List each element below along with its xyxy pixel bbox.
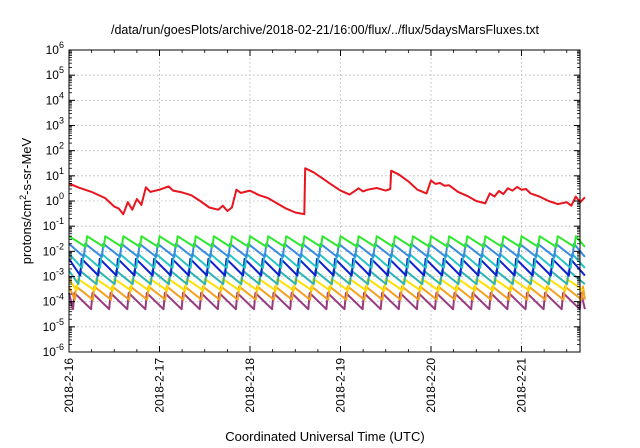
- y-tick-base: 10: [43, 320, 57, 334]
- y-tick-exponent: -5: [56, 317, 64, 327]
- x-tick-label: 2018-2-20: [424, 358, 438, 413]
- y-tick-base: 10: [46, 119, 60, 133]
- y-tick-label: 10-4: [43, 292, 64, 309]
- y-tick-base: 10: [46, 144, 60, 158]
- y-tick-label: 104: [46, 90, 64, 107]
- y-tick-base: 10: [46, 169, 60, 183]
- sawtooth-series-line: [68, 235, 586, 248]
- y-tick-label: 10-2: [43, 241, 64, 258]
- y-tick-base: 10: [46, 93, 60, 107]
- sawtooth-series-line: [68, 242, 586, 258]
- y-tick-exponent: -2: [56, 241, 64, 251]
- y-tick-exponent: -1: [56, 216, 64, 226]
- y-axis-title: protons/cm2-s-sr-MeV: [18, 137, 34, 264]
- x-tick-label: 2018-2-16: [62, 358, 76, 413]
- y-tick-base: 10: [46, 43, 60, 57]
- y-tick-labels: 10-610-510-410-310-210-11001011021031041…: [43, 40, 64, 359]
- data-series: [68, 167, 586, 311]
- grid-lines: [69, 50, 580, 352]
- y-tick-exponent: 6: [59, 40, 64, 50]
- y-tick-base: 10: [46, 194, 60, 208]
- sawtooth-series-line: [68, 269, 586, 286]
- y-tick-base: 10: [43, 244, 57, 258]
- red-series-line: [68, 167, 586, 216]
- y-tick-exponent: 4: [59, 90, 64, 100]
- x-axis-title: Coordinated Universal Time (UTC): [225, 429, 424, 444]
- y-tick-base: 10: [43, 345, 57, 359]
- y-tick-label: 103: [46, 116, 64, 133]
- x-tick-label: 2018-2-17: [153, 358, 167, 413]
- x-tick-label: 2018-2-18: [243, 358, 257, 413]
- y-tick-exponent: 1: [59, 166, 64, 176]
- y-tick-base: 10: [46, 68, 60, 82]
- y-tick-exponent: -4: [56, 292, 64, 302]
- y-tick-label: 105: [46, 65, 64, 82]
- sawtooth-series-line: [68, 277, 584, 292]
- y-tick-exponent: -6: [56, 342, 64, 352]
- sawtooth-series-line: [68, 292, 586, 311]
- y-tick-label: 10-5: [43, 317, 64, 334]
- axis-ticks: [68, 49, 580, 353]
- y-axis-title-main: protons/cm: [19, 200, 34, 264]
- y-tick-label: 100: [46, 191, 64, 208]
- y-tick-base: 10: [43, 219, 57, 233]
- y-tick-label: 10-1: [43, 216, 64, 233]
- y-axis-title-sup: 2: [18, 195, 28, 200]
- y-axis-title-rest: -s-sr-MeV: [19, 137, 34, 194]
- x-tick-labels: 2018-2-16 2018-2-17 2018-2-18 2018-2-19 2018…: [62, 358, 529, 413]
- y-tick-exponent: 2: [59, 141, 64, 151]
- y-tick-label: 106: [46, 40, 64, 57]
- y-tick-base: 10: [43, 270, 57, 284]
- y-tick-label: 10-6: [43, 342, 64, 359]
- y-tick-label: 101: [46, 166, 64, 183]
- x-tick-label: 2018-2-19: [334, 358, 348, 413]
- y-tick-label: 102: [46, 141, 64, 158]
- y-tick-label: 10-3: [43, 267, 64, 284]
- x-tick-label: 2018-2-21: [515, 358, 529, 413]
- chart-title: /data/run/goesPlots/archive/2018-02-21/1…: [111, 23, 540, 37]
- y-tick-exponent: 3: [59, 116, 64, 126]
- y-tick-exponent: 0: [59, 191, 64, 201]
- sawtooth-series-line: [68, 252, 586, 269]
- y-tick-exponent: 5: [59, 65, 64, 75]
- y-tick-exponent: -3: [56, 267, 64, 277]
- y-tick-base: 10: [43, 295, 57, 309]
